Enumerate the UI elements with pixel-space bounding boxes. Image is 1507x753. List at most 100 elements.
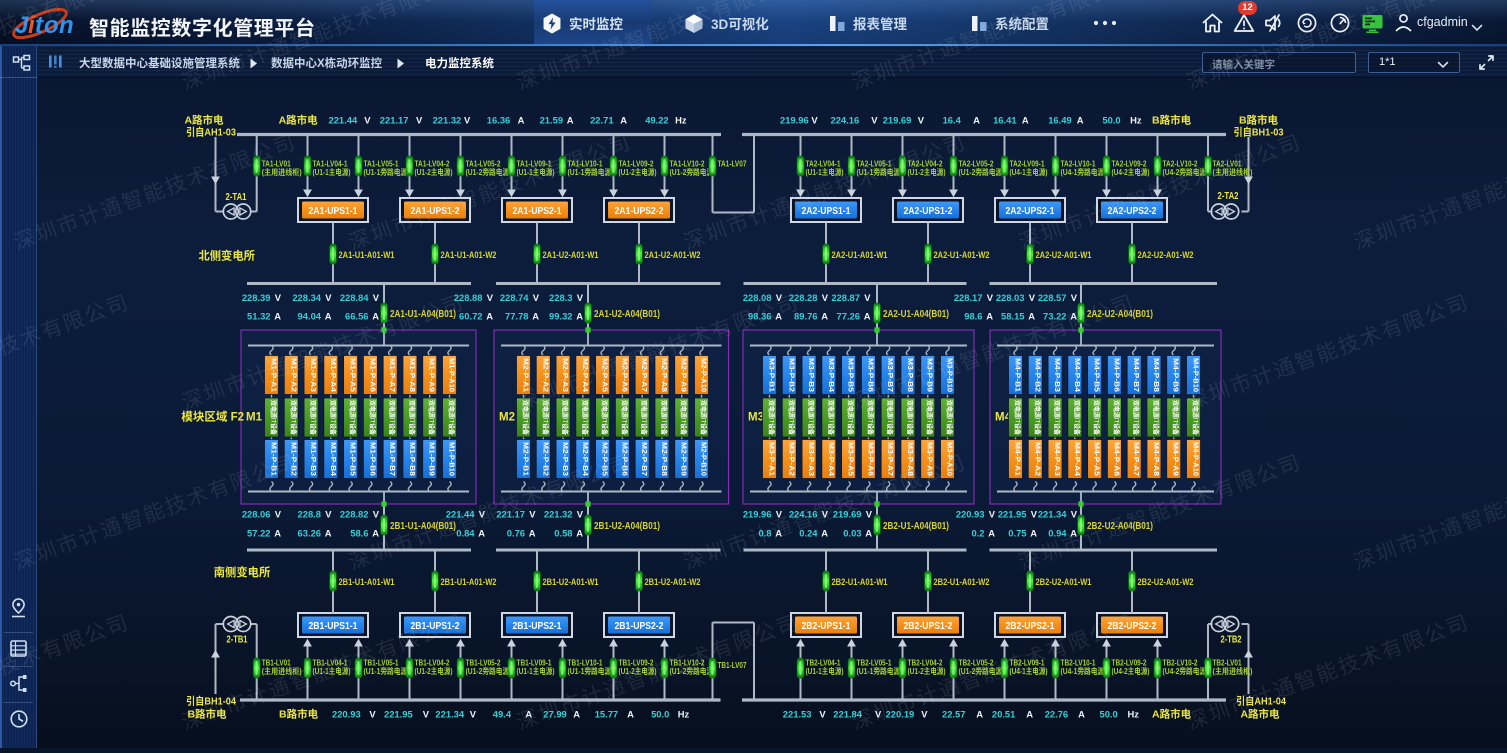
svg-text:M1-P-A3: M1-P-A3 xyxy=(309,358,316,392)
svg-text:M4-P-B2: M4-P-B2 xyxy=(1033,358,1040,392)
svg-text:V: V xyxy=(1071,509,1078,520)
svg-text:(U4-2主电源): (U4-2主电源) xyxy=(1112,666,1150,676)
svg-text:双电源IT设备: 双电源IT设备 xyxy=(388,400,397,436)
svg-text:2A2-U1-A01-W2: 2A2-U1-A01-W2 xyxy=(934,250,990,261)
svg-text:TB2-LV10-1: TB2-LV10-1 xyxy=(1061,658,1096,668)
svg-text:A: A xyxy=(478,528,485,539)
svg-text:2A2-UPS2-2: 2A2-UPS2-2 xyxy=(1108,206,1157,217)
svg-text:双电源IT设备: 双电源IT设备 xyxy=(522,400,531,436)
svg-text:2A1-UPS1-2: 2A1-UPS1-2 xyxy=(411,206,460,217)
svg-text:2B1-U1-A01-W1: 2B1-U1-A01-W1 xyxy=(339,577,396,588)
svg-text:M3: M3 xyxy=(748,412,764,424)
svg-text:双电源IT设备: 双电源IT设备 xyxy=(581,400,590,436)
svg-text:双电源IT设备: 双电源IT设备 xyxy=(541,400,550,436)
svg-text:V: V xyxy=(364,115,371,126)
svg-text:V: V xyxy=(577,509,584,520)
svg-text:M4-P-A4: M4-P-A4 xyxy=(1073,442,1080,476)
svg-text:2B1-UPS1-2: 2B1-UPS1-2 xyxy=(411,621,460,632)
svg-text:TA1-LV01: TA1-LV01 xyxy=(262,159,291,169)
svg-text:M3-P-B10: M3-P-B10 xyxy=(946,358,953,392)
svg-text:M3-P-A8: M3-P-A8 xyxy=(906,442,913,476)
svg-text:B路市电: B路市电 xyxy=(1152,114,1192,127)
svg-text:M1-P-A9: M1-P-A9 xyxy=(428,358,435,392)
svg-text:M4-P-A6: M4-P-A6 xyxy=(1112,442,1119,476)
svg-text:A: A xyxy=(567,115,574,126)
svg-text:双电源IT设备: 双电源IT设备 xyxy=(807,400,816,436)
svg-text:M4-P-A7: M4-P-A7 xyxy=(1132,442,1139,476)
svg-text:M1-P-A5: M1-P-A5 xyxy=(349,358,356,392)
svg-text:TB1-LV09-1: TB1-LV09-1 xyxy=(517,658,552,668)
svg-text:M2-P-A5: M2-P-A5 xyxy=(601,358,608,392)
svg-text:双电源IT设备: 双电源IT设备 xyxy=(1033,400,1042,436)
svg-text:TA1-LV10-1: TA1-LV10-1 xyxy=(568,159,603,169)
svg-text:A: A xyxy=(864,311,871,322)
svg-text:2B1-U1-A01-W2: 2B1-U1-A01-W2 xyxy=(441,577,497,588)
svg-text:M4-P-B6: M4-P-B6 xyxy=(1112,358,1119,392)
svg-text:220.93: 220.93 xyxy=(332,709,361,720)
svg-text:M2-P-B5: M2-P-B5 xyxy=(601,442,608,476)
svg-text:V: V xyxy=(369,709,376,720)
svg-text:(U1-2主电源): (U1-2主电源) xyxy=(619,167,657,177)
svg-text:A: A xyxy=(1022,115,1029,126)
svg-text:22.57: 22.57 xyxy=(942,709,965,720)
svg-text:21.59: 21.59 xyxy=(540,115,563,126)
svg-text:A: A xyxy=(620,115,627,126)
svg-text:B路市电: B路市电 xyxy=(279,708,319,721)
svg-text:A: A xyxy=(865,528,872,539)
svg-text:TA2-LV09-1: TA2-LV09-1 xyxy=(1010,159,1045,169)
svg-text:M3-P-B6: M3-P-B6 xyxy=(866,358,873,392)
svg-text:2B1-UPS2-1: 2B1-UPS2-1 xyxy=(513,621,562,632)
svg-text:TA2-LV05-2: TA2-LV05-2 xyxy=(959,159,994,169)
svg-text:V: V xyxy=(275,292,282,303)
svg-text:A: A xyxy=(1070,528,1077,539)
svg-text:TB1-LV01: TB1-LV01 xyxy=(262,658,291,668)
svg-text:M2-P-A10: M2-P-A10 xyxy=(700,358,707,392)
svg-text:TB2-LV04-2: TB2-LV04-2 xyxy=(908,658,943,668)
svg-text:双电源IT设备: 双电源IT设备 xyxy=(289,400,298,436)
svg-text:(主用进线柜): (主用进线柜) xyxy=(262,167,302,177)
svg-text:66.56: 66.56 xyxy=(345,311,368,322)
svg-text:M3-P-A1: M3-P-A1 xyxy=(768,442,775,476)
svg-text:A路市电: A路市电 xyxy=(1240,708,1280,721)
svg-text:(U1-1主电源): (U1-1主电源) xyxy=(517,167,555,177)
svg-text:A: A xyxy=(529,528,536,539)
svg-text:2A2-U2-A01-W2: 2A2-U2-A01-W2 xyxy=(1138,250,1194,261)
svg-text:M4: M4 xyxy=(995,412,1012,424)
svg-text:(U1-2主电源): (U1-2主电源) xyxy=(415,666,453,676)
svg-text:M3-P-B4: M3-P-B4 xyxy=(827,358,834,392)
svg-text:221.44: 221.44 xyxy=(329,115,358,126)
svg-text:2B1-UPS2-2: 2B1-UPS2-2 xyxy=(615,621,664,632)
svg-text:双电源IT设备: 双电源IT设备 xyxy=(1073,400,1082,436)
svg-text:Hz: Hz xyxy=(1128,709,1140,720)
svg-text:M2-P-B9: M2-P-B9 xyxy=(680,442,687,476)
svg-text:(U1-2主电源): (U1-2主电源) xyxy=(908,666,946,676)
svg-text:双电源IT设备: 双电源IT设备 xyxy=(827,400,836,436)
svg-text:双电源IT设备: 双电源IT设备 xyxy=(768,400,777,436)
svg-text:22.71: 22.71 xyxy=(590,115,613,126)
svg-text:V: V xyxy=(373,509,380,520)
svg-text:TA2-LV10-1: TA2-LV10-1 xyxy=(1061,159,1096,169)
svg-text:98.6: 98.6 xyxy=(964,311,982,322)
svg-text:M1-P-B2: M1-P-B2 xyxy=(289,442,296,476)
svg-text:TA1-LV05-2: TA1-LV05-2 xyxy=(466,159,501,169)
svg-text:V: V xyxy=(921,709,928,720)
svg-text:A: A xyxy=(372,528,379,539)
svg-text:M1-P-A4: M1-P-A4 xyxy=(329,358,336,392)
svg-text:27.99: 27.99 xyxy=(543,709,566,720)
svg-text:i: i xyxy=(28,12,36,39)
svg-text:TA2-LV01: TA2-LV01 xyxy=(1213,159,1242,169)
svg-text:V: V xyxy=(822,509,829,520)
svg-text:A: A xyxy=(775,311,782,322)
svg-text:V: V xyxy=(811,115,818,126)
svg-text:A路市电: A路市电 xyxy=(279,114,319,127)
svg-text:228.34: 228.34 xyxy=(292,292,321,303)
svg-text:双电源IT设备: 双电源IT设备 xyxy=(847,400,856,436)
svg-text:双电源IT设备: 双电源IT设备 xyxy=(601,400,610,436)
svg-text:2-TB1: 2-TB1 xyxy=(227,635,248,646)
svg-text:98.36: 98.36 xyxy=(748,311,771,322)
svg-text:A: A xyxy=(325,311,332,322)
svg-text:(U1-2旁路电源): (U1-2旁路电源) xyxy=(959,167,1005,177)
svg-text:TB2-LV09-1: TB2-LV09-1 xyxy=(1010,658,1045,668)
svg-text:t: t xyxy=(35,12,44,39)
svg-text:2B2-U1-A01-W1: 2B2-U1-A01-W1 xyxy=(832,577,889,588)
